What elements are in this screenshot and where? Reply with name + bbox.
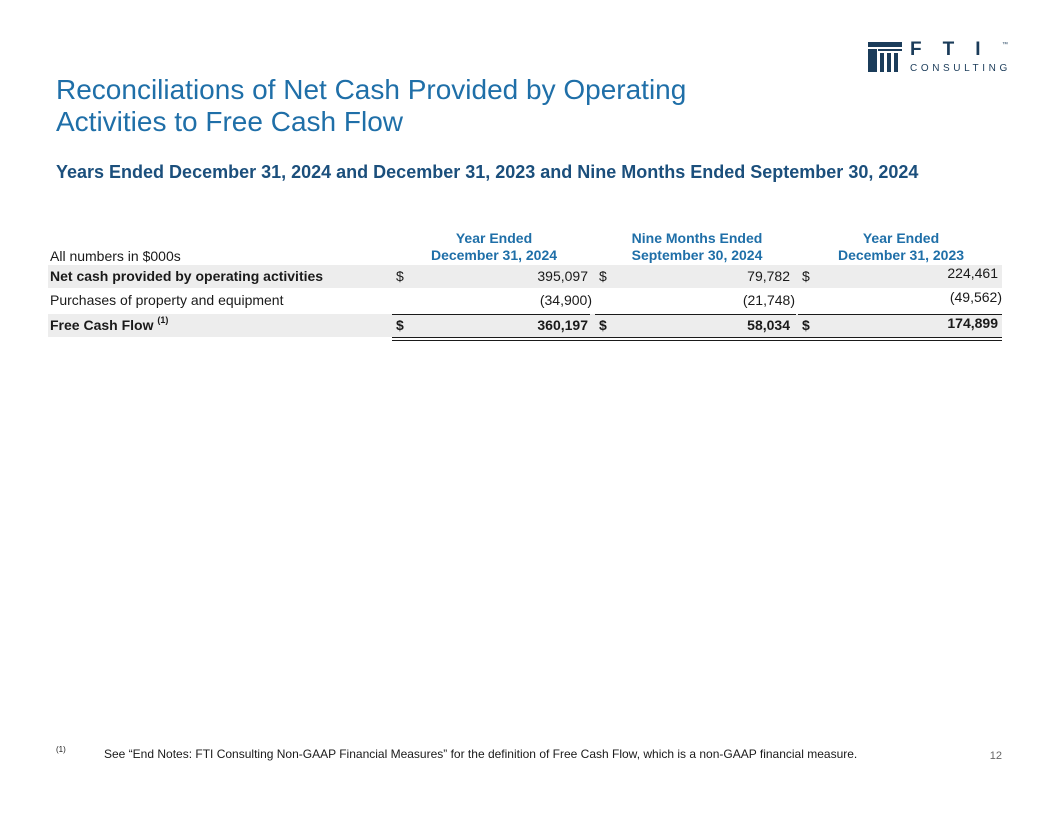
subtotal-rule xyxy=(595,314,796,315)
column-header-fy2024: Year Ended December 31, 2024 xyxy=(394,230,594,264)
table-row: Purchases of property and equipment (34,… xyxy=(48,289,1002,312)
column-header-line2: December 31, 2023 xyxy=(837,247,965,263)
value-9m2024: (21,748) xyxy=(742,292,795,308)
footnote-text: See “End Notes: FTI Consulting Non-GAAP … xyxy=(104,747,858,761)
logo-tagline: CONSULTING xyxy=(910,63,1011,74)
column-header-line1: Nine Months Ended xyxy=(631,230,763,246)
value-fy2024: 360,197 xyxy=(537,317,588,333)
column-header-line1: Year Ended xyxy=(862,230,940,246)
page-number: 12 xyxy=(989,750,1002,762)
fti-consulting-logo: FTI ™ CONSULTING xyxy=(868,39,1011,76)
value-fy2023: 174,899 xyxy=(947,315,998,331)
column-header-9m2024: Nine Months Ended September 30, 2024 xyxy=(597,230,797,264)
currency-symbol: $ xyxy=(802,268,810,284)
value-fy2023: (49,562) xyxy=(949,289,1002,305)
value-fy2023: 224,461 xyxy=(947,265,998,281)
row-label-wrap: Free Cash Flow (1) xyxy=(50,315,169,333)
currency-symbol: $ xyxy=(396,268,404,284)
page-title-line1: Reconciliations of Net Cash Provided by … xyxy=(56,74,687,105)
footnote-ref: (1) xyxy=(157,315,169,325)
column-header-fy2023: Year Ended December 31, 2023 xyxy=(801,230,1001,264)
column-header-line2: September 30, 2024 xyxy=(631,247,763,263)
row-label: Net cash provided by operating activitie… xyxy=(50,268,324,284)
total-double-rule-lower xyxy=(392,340,1002,341)
logo-wordmark: FTI xyxy=(910,39,1002,60)
currency-symbol: $ xyxy=(599,268,607,284)
total-double-rule-upper xyxy=(392,337,1002,338)
table-row-total: Free Cash Flow (1) $ 360,197 $ 58,034 $ … xyxy=(48,314,1002,337)
units-label: All numbers in $000s xyxy=(50,248,181,264)
page-title: Reconciliations of Net Cash Provided by … xyxy=(56,74,816,138)
value-fy2024: (34,900) xyxy=(539,292,592,308)
column-header-line2: December 31, 2024 xyxy=(430,247,558,263)
page-title-line2: Activities to Free Cash Flow xyxy=(56,106,403,137)
row-label: Free Cash Flow xyxy=(50,317,154,333)
page-subtitle: Years Ended December 31, 2024 and Decemb… xyxy=(56,162,919,182)
value-9m2024: 79,782 xyxy=(747,268,790,284)
currency-symbol: $ xyxy=(802,317,810,333)
table-row: Net cash provided by operating activitie… xyxy=(48,265,1002,288)
currency-symbol: $ xyxy=(396,317,404,333)
footnote-mark: (1) xyxy=(56,745,66,754)
row-label: Purchases of property and equipment xyxy=(50,292,284,308)
subtotal-rule xyxy=(798,314,1002,315)
logo-trademark: ™ xyxy=(1002,42,1008,48)
value-9m2024: 58,034 xyxy=(747,317,790,333)
subtotal-rule xyxy=(392,314,590,315)
column-header-line1: Year Ended xyxy=(455,230,533,246)
currency-symbol: $ xyxy=(599,317,607,333)
value-fy2024: 395,097 xyxy=(537,268,588,284)
fti-logo-mark-icon xyxy=(868,42,902,72)
